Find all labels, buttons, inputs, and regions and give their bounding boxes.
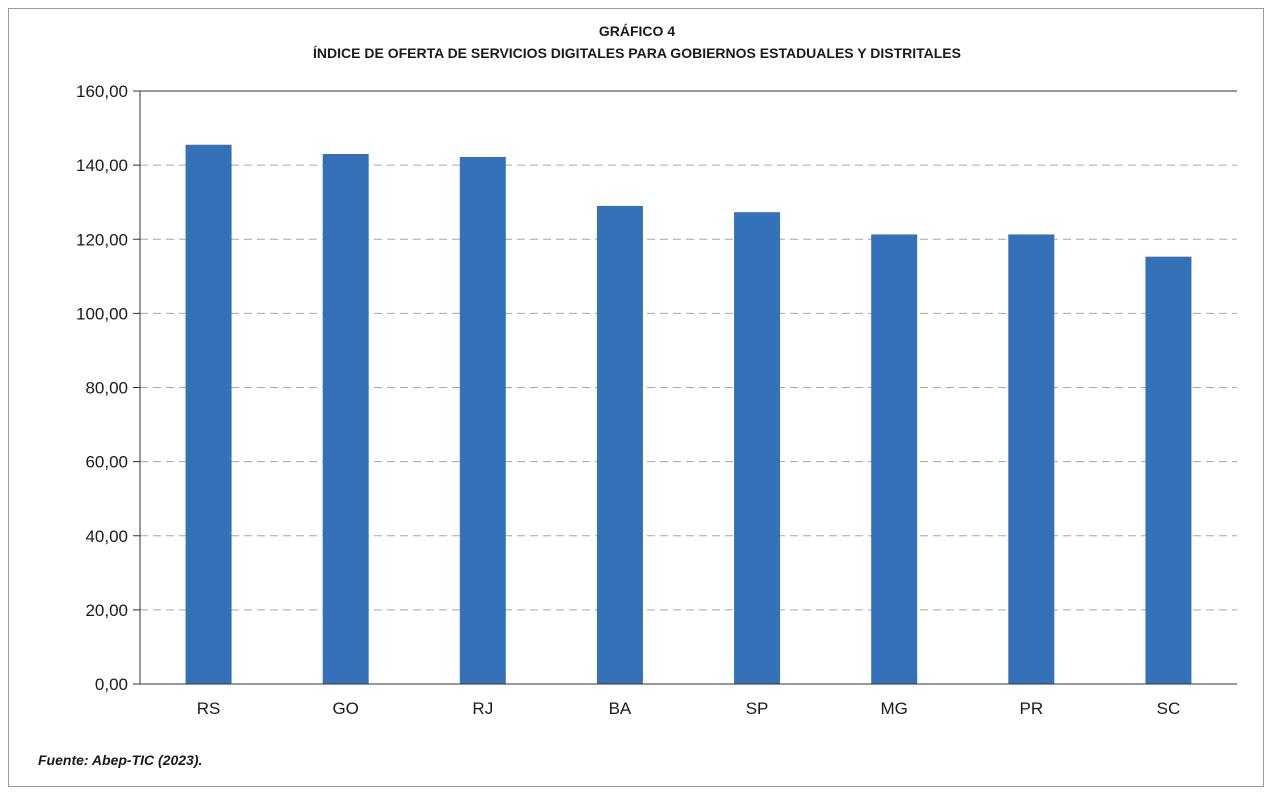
x-tick-label: RS	[197, 699, 221, 718]
y-tick-labels: 0,00 20,00 40,00 60,00 80,00 100,00 120,00 140,…	[76, 82, 128, 694]
y-tick-label: 120,00	[76, 230, 128, 249]
bar-go	[322, 154, 369, 685]
bars	[185, 144, 1192, 685]
y-tick-label: 80,00	[85, 379, 128, 398]
y-tick-label: 40,00	[85, 527, 128, 546]
y-tick-label: 160,00	[76, 82, 128, 101]
source-note: Fuente: Abep-TIC (2023).	[38, 752, 203, 768]
x-tick-label: RJ	[472, 699, 493, 718]
y-tick-label: 140,00	[76, 156, 128, 175]
x-tick-label: GO	[332, 699, 358, 718]
bar-mg	[871, 234, 918, 684]
y-tick-label: 20,00	[85, 601, 128, 620]
y-tick-label: 100,00	[76, 304, 128, 323]
chart-label: GRÁFICO 4	[598, 23, 676, 39]
chart-title: ÍNDICE DE OFERTA DE SERVICIOS DIGITALES …	[313, 45, 961, 61]
y-tick-label: 60,00	[85, 453, 128, 472]
gridlines	[140, 164, 1237, 611]
x-tick-label: PR	[1020, 699, 1044, 718]
bar-rj	[459, 156, 506, 684]
y-tick-label: 0,00	[95, 675, 128, 694]
bar-rs	[185, 144, 232, 685]
bar-ba	[596, 205, 643, 685]
x-tick-label: BA	[609, 699, 632, 718]
bar-sp	[734, 212, 781, 684]
bar-pr	[1008, 234, 1055, 684]
x-tick-label: SC	[1157, 699, 1181, 718]
x-tick-label: SP	[746, 699, 769, 718]
axes	[133, 90, 1237, 685]
bar-sc	[1145, 256, 1192, 684]
chart-frame	[8, 8, 1264, 787]
x-tick-labels: RS GO RJ BA SP MG PR SC	[197, 699, 1181, 718]
x-tick-label: MG	[880, 699, 907, 718]
